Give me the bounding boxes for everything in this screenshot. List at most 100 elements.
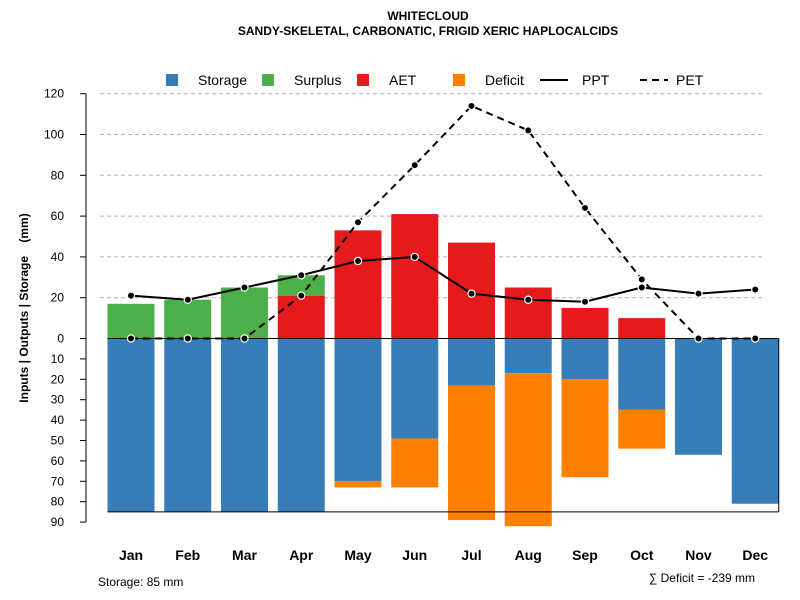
ppt-point bbox=[297, 271, 306, 280]
y-tick-label: 100 bbox=[44, 128, 64, 142]
pet-point bbox=[297, 291, 306, 300]
y-tick-label: 60 bbox=[51, 209, 65, 223]
x-tick-label: Nov bbox=[685, 547, 712, 563]
ppt-point bbox=[126, 291, 136, 300]
y-tick-label: 20 bbox=[51, 372, 65, 386]
y-tick-label: 40 bbox=[51, 413, 65, 427]
aet-bar bbox=[504, 287, 552, 339]
storage-footnote: Storage: 85 mm bbox=[98, 575, 183, 589]
ppt-point bbox=[410, 252, 419, 262]
y-tick-label: 20 bbox=[51, 291, 65, 305]
deficit-bar bbox=[561, 379, 609, 478]
pet-point bbox=[524, 126, 533, 135]
pet-point bbox=[183, 334, 192, 343]
storage-bar bbox=[221, 338, 268, 512]
surplus-bar bbox=[164, 299, 212, 339]
x-tick-label: Sep bbox=[572, 547, 598, 563]
ppt-point bbox=[694, 289, 703, 298]
legend-label-surplus: Surplus bbox=[294, 72, 341, 88]
x-tick-label: Jul bbox=[461, 547, 481, 563]
aet-bar bbox=[391, 214, 439, 339]
ppt-point bbox=[751, 285, 760, 294]
y-axis-label: Inputs | Outputs | Storage (mm) bbox=[17, 213, 31, 402]
legend: Storage Surplus AET Deficit PPT PET bbox=[166, 72, 704, 88]
x-tick-label: Jun bbox=[402, 547, 427, 563]
deficit-bar bbox=[391, 438, 439, 488]
deficit-bar bbox=[504, 373, 552, 527]
x-tick-label: Feb bbox=[175, 547, 200, 563]
ppt-line bbox=[130, 255, 756, 303]
y-tick-label: 50 bbox=[51, 434, 65, 448]
y-tick-label: 90 bbox=[51, 515, 65, 529]
storage-bar bbox=[504, 338, 552, 374]
aet-bar bbox=[561, 307, 609, 339]
storage-bar bbox=[164, 338, 212, 512]
pet-point bbox=[467, 101, 476, 111]
pet-point bbox=[240, 334, 249, 343]
y-tick-label: 60 bbox=[51, 454, 65, 468]
deficit-bar bbox=[334, 481, 382, 488]
deficit-bar bbox=[448, 385, 495, 521]
x-tick-label: Apr bbox=[289, 547, 314, 563]
ppt-point bbox=[467, 289, 476, 298]
surplus-bar bbox=[277, 275, 325, 296]
legend-swatch-storage bbox=[166, 74, 178, 86]
surplus-bar bbox=[221, 287, 268, 339]
y-tick-label: 40 bbox=[51, 250, 65, 264]
legend-swatch-aet bbox=[357, 74, 369, 86]
ppt-point bbox=[637, 283, 646, 292]
storage-bar bbox=[334, 338, 382, 482]
chart-subtitle: SANDY-SKELETAL, CARBONATIC, FRIGID XERIC… bbox=[238, 24, 618, 38]
storage-bar bbox=[391, 338, 439, 439]
pet-point bbox=[637, 275, 646, 284]
pet-point bbox=[410, 160, 419, 170]
pet-point bbox=[580, 203, 590, 213]
legend-label-aet: AET bbox=[389, 72, 417, 88]
ppt-point bbox=[353, 256, 363, 266]
storage-bar bbox=[448, 338, 495, 386]
y-tick-label: 120 bbox=[44, 87, 64, 101]
pet-point bbox=[126, 334, 136, 343]
storage-bar bbox=[618, 338, 666, 410]
lines bbox=[126, 101, 760, 343]
storage-bar bbox=[277, 338, 325, 512]
ppt-point bbox=[183, 295, 192, 304]
surplus-bar bbox=[107, 303, 155, 339]
y-tick-label: 80 bbox=[51, 495, 65, 509]
storage-bar bbox=[107, 338, 155, 512]
deficit-bar bbox=[618, 409, 666, 449]
y-tick-label: 70 bbox=[51, 474, 65, 488]
pet-point bbox=[694, 334, 703, 343]
bars bbox=[107, 214, 780, 527]
legend-label-ppt: PPT bbox=[582, 72, 610, 88]
chart-title: WHITECLOUD bbox=[387, 9, 469, 23]
x-tick-label: Oct bbox=[630, 547, 654, 563]
pet-point bbox=[751, 334, 760, 343]
aet-bar bbox=[618, 318, 666, 339]
legend-label-deficit: Deficit bbox=[485, 72, 524, 88]
y-tick-label: 30 bbox=[51, 393, 65, 407]
x-tick-label: Dec bbox=[742, 547, 768, 563]
x-tick-label: Jan bbox=[119, 547, 143, 563]
y-tick-label: 80 bbox=[51, 168, 65, 182]
aet-bar bbox=[277, 295, 325, 339]
legend-swatch-deficit bbox=[453, 74, 465, 86]
y-tick-label: 10 bbox=[51, 352, 65, 366]
pet-point bbox=[353, 218, 363, 227]
legend-swatch-surplus bbox=[262, 74, 274, 86]
x-tick-label: Mar bbox=[232, 547, 257, 563]
storage-bar bbox=[675, 338, 722, 455]
x-tick-label: May bbox=[344, 547, 371, 563]
storage-bar bbox=[731, 338, 779, 504]
ppt-point bbox=[580, 297, 590, 306]
storage-bar bbox=[561, 338, 609, 380]
ppt-point bbox=[524, 295, 533, 304]
legend-label-pet: PET bbox=[676, 72, 704, 88]
aet-bar bbox=[334, 230, 382, 339]
y-tick-label: 0 bbox=[57, 332, 64, 346]
legend-label-storage: Storage bbox=[198, 72, 247, 88]
axes: 0 20 40 60 80 100 120 10 20 30 40 50 60 70 80 90 Jan Feb M… bbox=[44, 87, 768, 563]
deficit-footnote: ∑ Deficit = -239 mm bbox=[649, 571, 755, 585]
x-tick-label: Aug bbox=[515, 547, 542, 563]
